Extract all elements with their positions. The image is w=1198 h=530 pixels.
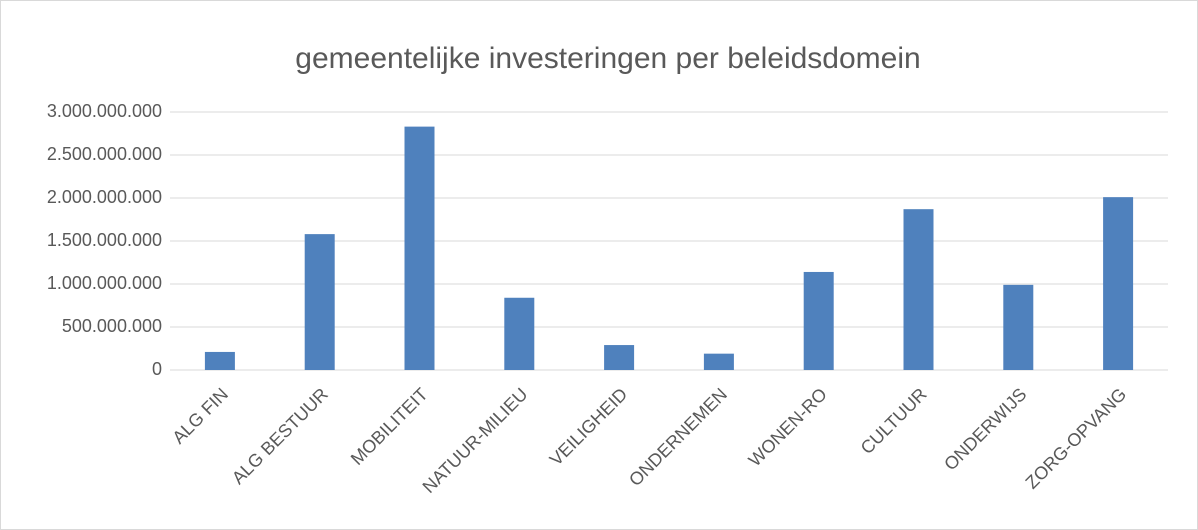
bar xyxy=(1103,197,1134,370)
y-tick-label: 500.000.000 xyxy=(62,316,162,336)
bar xyxy=(604,345,635,370)
y-tick-label: 2.500.000.000 xyxy=(47,144,162,164)
y-tick-label: 1.500.000.000 xyxy=(47,230,162,250)
bar xyxy=(504,297,535,370)
y-tick-label: 1.000.000.000 xyxy=(47,273,162,293)
bar xyxy=(1003,284,1034,370)
y-tick-label: 3.000.000.000 xyxy=(47,101,162,121)
chart-title: gemeentelijke investeringen per beleidsd… xyxy=(295,42,920,75)
bar xyxy=(803,271,834,370)
y-tick-label: 2.000.000.000 xyxy=(47,187,162,207)
bar xyxy=(404,126,435,371)
y-tick-label: 0 xyxy=(152,359,162,379)
bar xyxy=(703,353,734,370)
bar xyxy=(204,351,235,370)
bar xyxy=(304,234,335,370)
bar xyxy=(903,209,934,370)
